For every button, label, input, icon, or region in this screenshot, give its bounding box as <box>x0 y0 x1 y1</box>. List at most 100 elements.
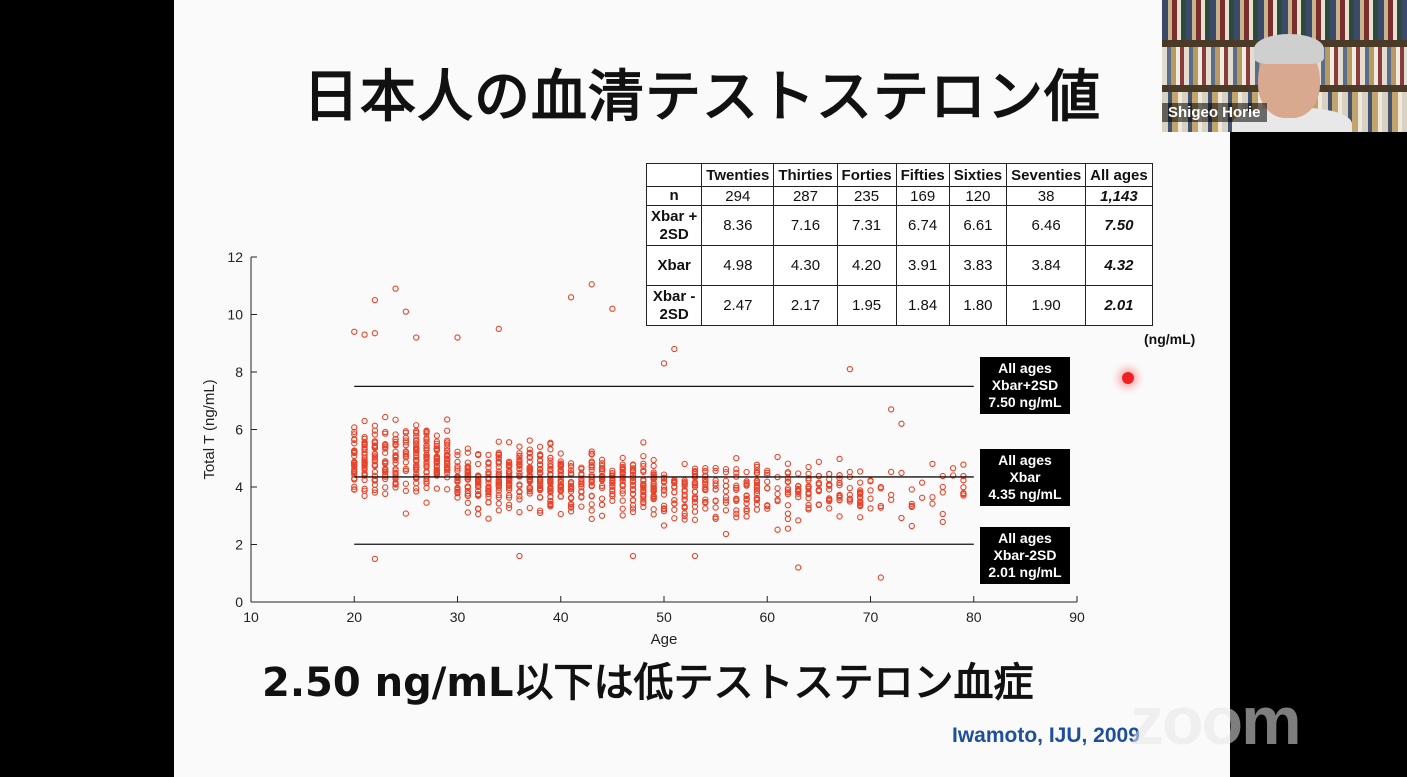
scatter-point <box>753 467 761 474</box>
x-tick-label: 20 <box>346 609 362 625</box>
scatter-point <box>826 486 833 493</box>
row-label-line: Xbar + <box>651 207 698 225</box>
scatter-point <box>795 564 802 571</box>
scatter-point <box>691 472 699 479</box>
scatter-point <box>784 460 792 467</box>
scatter-point <box>898 469 905 477</box>
scatter-point <box>454 448 461 455</box>
table-cell: 3.91 <box>895 245 950 286</box>
scatter-point <box>764 484 771 492</box>
scatter-point <box>815 472 823 480</box>
scatter-point <box>671 515 678 522</box>
scatter-point <box>516 496 523 503</box>
scatter-point <box>444 459 451 467</box>
scatter-point <box>454 334 461 341</box>
scatter-point <box>712 486 719 493</box>
scatter-point <box>516 509 523 516</box>
table-header-cell: Thirties <box>773 163 838 187</box>
scatter-point <box>588 515 595 523</box>
table-row: n 294 287 235 169 120 38 1,143 <box>645 186 1153 206</box>
scatter-point <box>402 449 410 456</box>
scatter-point <box>557 486 564 493</box>
scatter-point <box>650 481 657 488</box>
scatter-point <box>629 465 637 472</box>
scatter-point <box>640 467 647 474</box>
scatter-point <box>536 475 544 483</box>
scatter-point <box>908 502 915 510</box>
scatter-point <box>753 494 761 502</box>
table-cell: 4.98 <box>701 245 775 286</box>
scatter-point <box>444 451 451 458</box>
reference-label-line: 2.01 ng/mL <box>988 564 1062 580</box>
scatter-point <box>485 474 492 481</box>
scatter-point <box>505 484 513 492</box>
scatter-point <box>743 481 750 488</box>
scatter-point <box>485 464 492 471</box>
scatter-point <box>371 427 379 434</box>
participant-video-tile[interactable]: Shigeo Horie <box>1162 0 1407 132</box>
scatter-point <box>578 471 585 479</box>
scatter-point <box>454 489 461 496</box>
scatter-point <box>413 422 420 429</box>
scatter-point <box>753 490 761 497</box>
scatter-point <box>402 428 410 435</box>
scatter-point <box>867 478 874 485</box>
scatter-point <box>660 478 668 485</box>
scatter-point <box>702 467 709 475</box>
scatter-point <box>629 482 637 489</box>
scatter-point <box>640 500 647 507</box>
scatter-point <box>464 490 471 497</box>
scatter-point <box>371 330 379 337</box>
scatter-point <box>547 479 554 486</box>
scatter-point <box>795 470 802 477</box>
table-cell: 7.31 <box>836 205 897 246</box>
scatter-point <box>826 482 833 489</box>
scatter-point <box>557 468 564 475</box>
scatter-point <box>413 436 420 443</box>
table-cell: 2.47 <box>701 285 775 326</box>
scatter-point <box>474 451 482 458</box>
scatter-point <box>444 444 451 452</box>
table-header-cell: Seventies <box>1006 163 1087 187</box>
table-header-cell <box>645 163 703 187</box>
scatter-point <box>474 487 482 495</box>
scatter-point <box>805 506 812 513</box>
scatter-point <box>918 494 926 501</box>
scatter-point <box>371 296 379 304</box>
scatter-point <box>516 443 523 450</box>
scatter-point <box>588 492 595 499</box>
scatter-point <box>557 481 564 489</box>
scatter-point <box>795 488 802 495</box>
reference-label-line: 7.50 ng/mL <box>988 394 1062 410</box>
scatter-point <box>609 467 616 474</box>
scatter-point <box>454 465 461 472</box>
scatter-point <box>629 490 637 498</box>
scatter-point <box>898 420 905 427</box>
scatter-point <box>619 467 626 474</box>
scatter-point <box>578 475 585 483</box>
scatter-point <box>351 424 358 431</box>
scatter-point <box>764 503 771 510</box>
scatter-point <box>371 555 379 563</box>
scatter-point <box>743 513 750 520</box>
table-cell: 169 <box>895 186 950 206</box>
scatter-point <box>764 469 771 477</box>
scatter-point <box>877 574 884 581</box>
scatter-point <box>598 495 606 502</box>
scatter-point <box>516 489 523 496</box>
scatter-point <box>567 508 575 515</box>
table-cell-all-ages: 7.50 <box>1085 205 1153 246</box>
scatter-point <box>536 451 544 458</box>
scatter-point <box>660 475 668 482</box>
scatter-point <box>733 497 740 505</box>
scatter-point <box>444 416 451 423</box>
scatter-point <box>815 501 823 508</box>
scatter-point <box>351 461 358 468</box>
y-axis-label: Total T (ng/mL) <box>201 379 218 479</box>
scatter-point <box>516 482 523 489</box>
scatter-point <box>733 482 740 489</box>
scatter-point <box>361 485 368 492</box>
scatter-point <box>433 445 440 452</box>
scatter-point <box>877 485 884 492</box>
scatter-point <box>382 490 389 497</box>
